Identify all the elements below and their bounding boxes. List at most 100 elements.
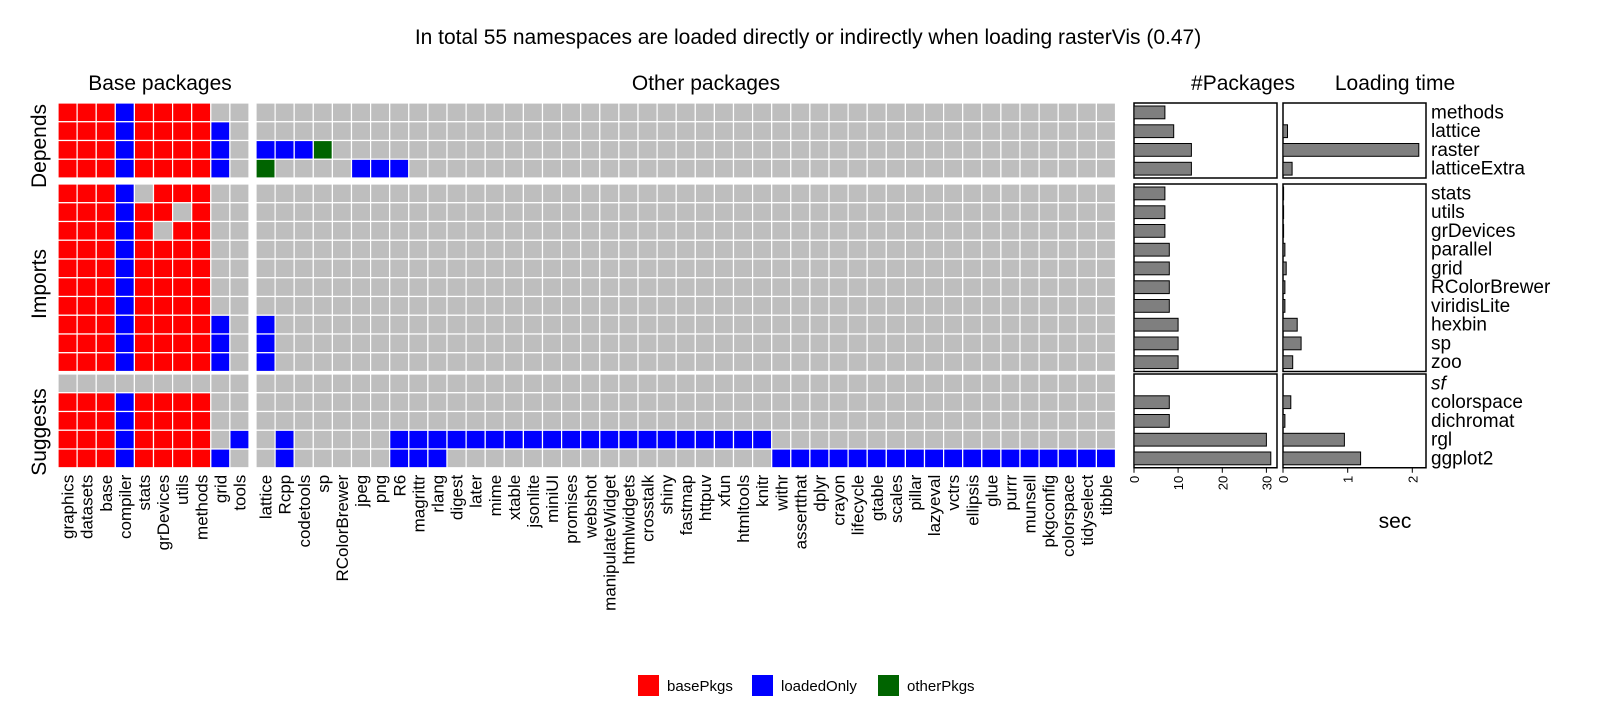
heatmap-cell (293, 448, 314, 469)
heatmap-cell (771, 202, 792, 223)
heatmap-cell (465, 258, 486, 279)
heatmap-cell (599, 158, 620, 179)
heatmap-cell (172, 258, 193, 279)
heatmap-cell (1000, 139, 1021, 160)
heatmap-cell (465, 277, 486, 298)
legend-swatch-otherpkgs (878, 675, 899, 696)
heatmap-cell (274, 429, 295, 450)
heatmap-cell (408, 202, 429, 223)
heatmap-cell (1000, 295, 1021, 316)
heatmap-cell (1095, 183, 1117, 204)
heatmap-cell (962, 410, 983, 431)
heatmap-cell (732, 448, 754, 469)
heatmap-cell (1076, 277, 1098, 298)
heatmap-cell (370, 158, 391, 179)
heatmap-cell (312, 258, 333, 279)
heatmap-cell (210, 448, 231, 469)
packages-bar (1133, 432, 1267, 447)
heatmap-cell (771, 410, 792, 431)
column-label: htmltools (734, 475, 753, 543)
heatmap-cell (962, 352, 983, 373)
heatmap-cell (580, 352, 601, 373)
heatmap-cell (1000, 102, 1021, 123)
heatmap-cell (95, 139, 116, 160)
heatmap-cell (847, 448, 868, 469)
heatmap-cell (191, 183, 212, 204)
heatmap-cell (904, 352, 926, 373)
heatmap-cell (962, 373, 983, 394)
heatmap-cell (370, 258, 391, 279)
heatmap-cell (95, 258, 116, 279)
heatmap-cell (1038, 139, 1059, 160)
heatmap-cell (675, 333, 696, 354)
heatmap-cell (331, 102, 353, 123)
heatmap-cell (522, 183, 544, 204)
heatmap-cell (114, 392, 136, 413)
heatmap-cell (152, 139, 174, 160)
heatmap-cell (1095, 448, 1117, 469)
column-label: base (97, 475, 116, 512)
heatmap-cell (350, 258, 372, 279)
heatmap-cell (560, 373, 582, 394)
heatmap-cell (560, 139, 582, 160)
heatmap-cell (370, 220, 391, 241)
heatmap-cell (133, 448, 155, 469)
heatmap-cell (541, 239, 563, 260)
heatmap-cell (981, 373, 1002, 394)
heatmap-cell (1038, 220, 1059, 241)
heatmap-cell (904, 220, 926, 241)
heatmap-cell (637, 121, 658, 142)
packages-bar (1133, 242, 1170, 257)
heatmap-cell (274, 202, 295, 223)
heatmap-cell (191, 295, 212, 316)
heatmap-cell (809, 239, 830, 260)
heatmap-cell (675, 352, 696, 373)
column-label: lazyeval (925, 475, 944, 536)
row-group-imports: Imports (28, 249, 51, 319)
heatmap-cell (809, 220, 830, 241)
heatmap-cell (962, 102, 983, 123)
heatmap-cell (790, 392, 811, 413)
heatmap-cell (57, 102, 78, 123)
heatmap-cell (210, 333, 231, 354)
heatmap-cell (408, 352, 429, 373)
heatmap-cell (293, 373, 314, 394)
heatmap-cell (599, 448, 620, 469)
heatmap-cell (771, 392, 792, 413)
heatmap-cell (114, 314, 136, 335)
heatmap-cell (885, 277, 906, 298)
heatmap-cell (370, 202, 391, 223)
heatmap-cell (790, 352, 811, 373)
column-label: fastmap (677, 475, 696, 535)
heatmap-cell (1000, 448, 1021, 469)
heatmap-cell (57, 258, 78, 279)
heatmap-cell (809, 333, 830, 354)
heatmap-cell (942, 158, 964, 179)
heatmap-cell (1057, 392, 1078, 413)
heatmap-cell (847, 429, 868, 450)
column-label: digest (448, 474, 467, 520)
heatmap-cell (751, 295, 773, 316)
heatmap-cell (656, 373, 677, 394)
heatmap-cell (904, 139, 926, 160)
heatmap-cell (484, 220, 505, 241)
heatmap-cell (95, 102, 116, 123)
heatmap-cell (522, 121, 544, 142)
heatmap-cell (465, 429, 486, 450)
heatmap-cell (1076, 373, 1098, 394)
heatmap-cell (484, 410, 505, 431)
heatmap-cell (923, 102, 945, 123)
heatmap-cell (76, 239, 97, 260)
heatmap-cell (95, 277, 116, 298)
heatmap-cell (675, 220, 696, 241)
packages-bar (1133, 280, 1170, 295)
heatmap-cell (981, 121, 1002, 142)
heatmap-cell (942, 258, 964, 279)
heatmap-cell (694, 202, 715, 223)
heatmap-cell (847, 258, 868, 279)
heatmap-cell (229, 220, 250, 241)
heatmap-cell (599, 183, 620, 204)
heatmap-cell (962, 220, 983, 241)
time-bar (1282, 143, 1420, 157)
heatmap-cell (580, 314, 601, 335)
